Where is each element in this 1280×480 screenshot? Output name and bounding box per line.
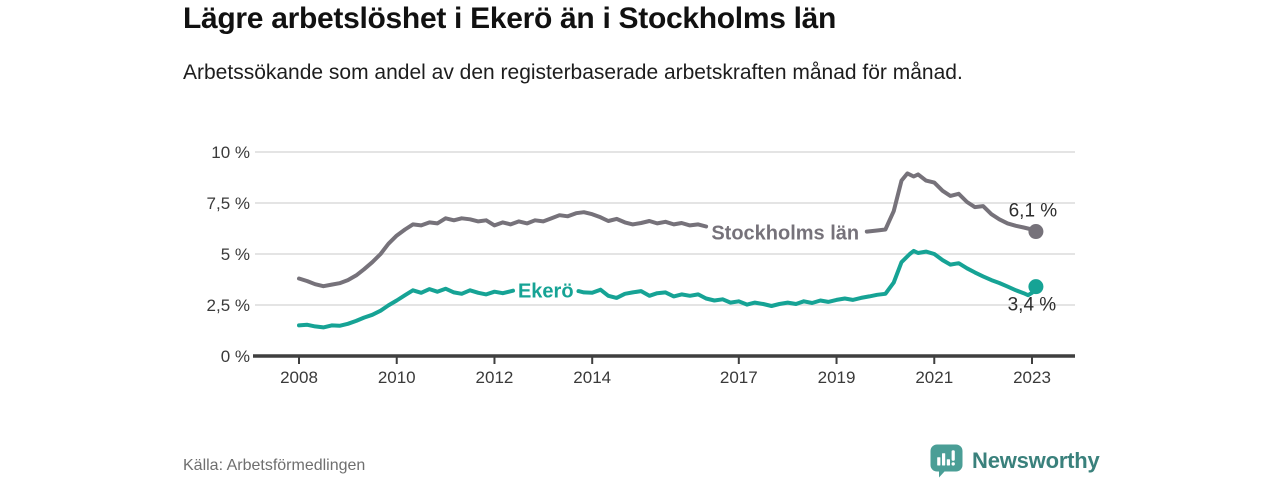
x-tick-label: 2012	[476, 368, 514, 387]
newsworthy-logo: Newsworthy	[930, 444, 1100, 478]
y-tick-label: 5 %	[221, 245, 250, 264]
x-tick-label: 2021	[915, 368, 953, 387]
series-label-ekero: Ekerö	[518, 280, 574, 302]
series-line-ekero	[576, 248, 1038, 308]
newsworthy-wordmark: Newsworthy	[972, 448, 1100, 473]
series-line-stockholm	[297, 210, 709, 289]
y-tick-label: 7,5 %	[207, 194, 250, 213]
x-tick-label: 2008	[280, 368, 318, 387]
end-dot-stockholm	[1028, 224, 1044, 240]
page-title: Lägre arbetslöshet i Ekerö än i Stockhol…	[183, 2, 837, 35]
page-subtitle: Arbetssökande som andel av den registerb…	[183, 61, 963, 84]
x-tick-label: 2014	[573, 368, 611, 387]
x-tick-label: 2017	[720, 368, 758, 387]
end-value-label-ekero: 3,4 %	[1008, 295, 1057, 316]
y-tick-label: 10 %	[211, 143, 250, 162]
series-label-stockholm: Stockholms län	[711, 223, 859, 245]
end-dot-ekero	[1028, 279, 1044, 295]
newsworthy-bubble-chart-icon	[930, 444, 963, 478]
x-tick-label: 2023	[1013, 368, 1051, 387]
x-tick-label: 2019	[818, 368, 856, 387]
series-line-stockholm	[864, 171, 1038, 234]
series-line-ekero	[297, 286, 515, 330]
x-tick-label: 2010	[378, 368, 416, 387]
y-tick-label: 2,5 %	[207, 296, 250, 315]
y-tick-label: 0 %	[221, 347, 250, 366]
source-note: Källa: Arbetsförmedlingen	[183, 457, 366, 474]
end-value-label-stockholm: 6,1 %	[1009, 201, 1058, 222]
